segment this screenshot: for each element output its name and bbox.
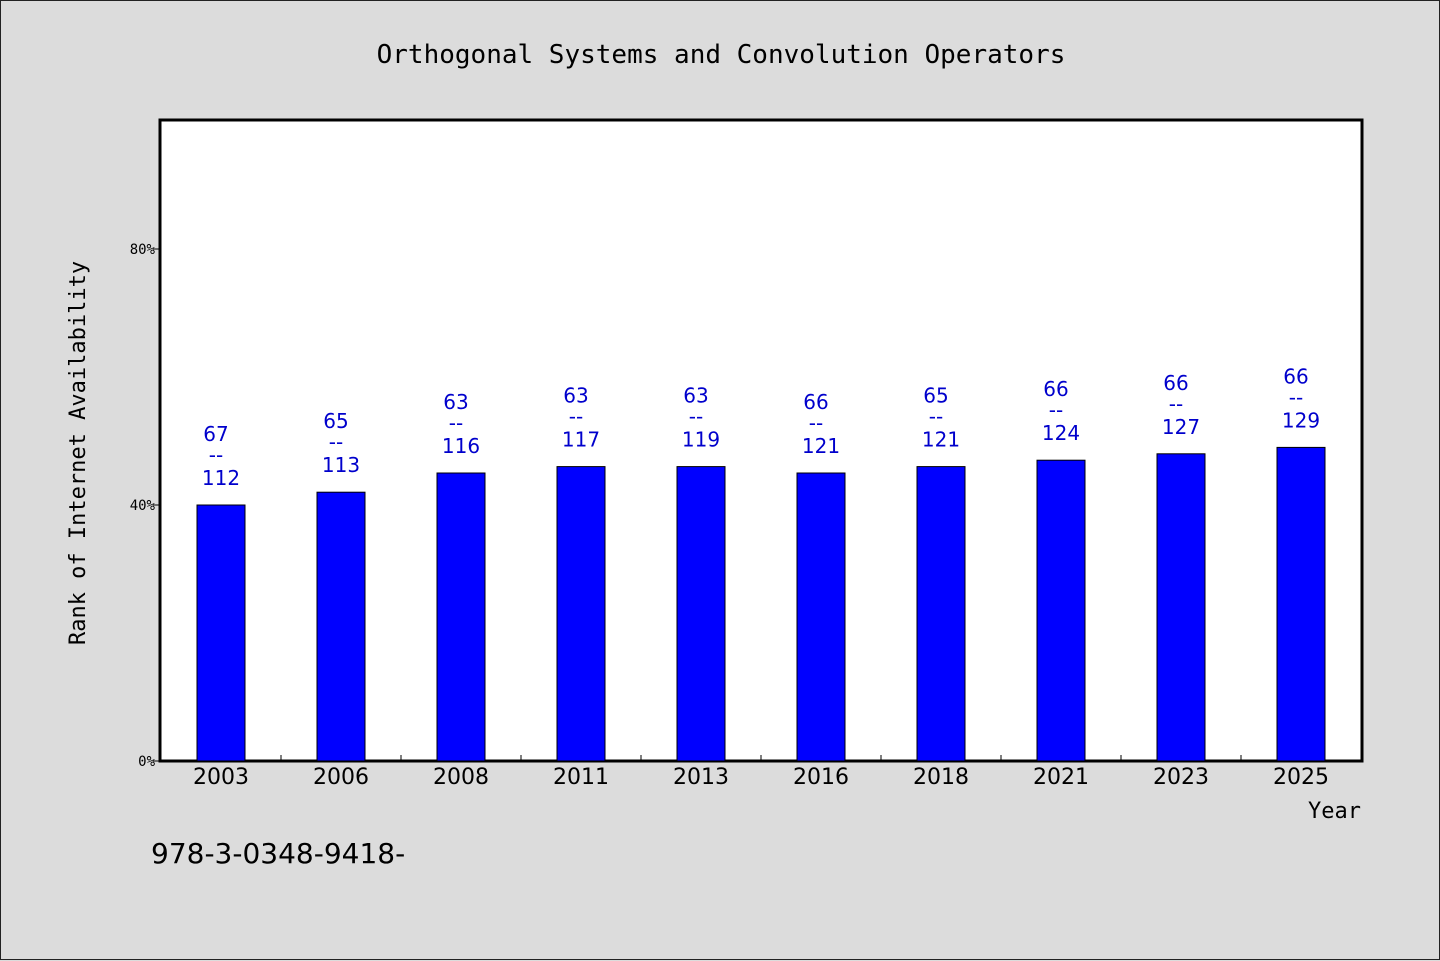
data-label-rank: 63 (443, 390, 468, 414)
data-label-rank: 63 (683, 384, 708, 408)
data-label-rank: 66 (1163, 371, 1188, 395)
data-label-total: 116 (442, 434, 480, 458)
data-label-total: 121 (802, 434, 840, 458)
data-label: 112--67 (202, 422, 240, 490)
data-label-sep: -- (569, 405, 583, 429)
data-label: 119--63 (682, 384, 720, 452)
y-tick-label: 40% (130, 498, 156, 514)
x-tick-label: 2023 (1153, 765, 1209, 790)
y-axis-title: Rank of Internet Availability (66, 261, 91, 645)
data-label-total: 117 (562, 428, 600, 452)
x-tick-label: 2013 (673, 765, 729, 790)
chart-title: Orthogonal Systems and Convolution Opera… (377, 40, 1066, 70)
data-label-total: 129 (1282, 408, 1320, 432)
data-label-total: 127 (1162, 415, 1200, 439)
data-labels: 112--67113--65116--63117--63119--63121--… (202, 364, 1320, 490)
data-label-total: 124 (1042, 421, 1080, 445)
x-tick-label: 2018 (913, 765, 969, 790)
bar (196, 504, 246, 762)
bar (316, 491, 366, 762)
data-label-sep: -- (329, 430, 343, 454)
data-label: 113--65 (322, 409, 360, 477)
data-label: 121--66 (802, 390, 840, 458)
x-axis: 2003 2006 2008 2011 2013 2016 2018 2021 2023 2025 (193, 755, 1329, 790)
data-label: 129--66 (1282, 364, 1320, 432)
data-label-rank: 65 (923, 384, 948, 408)
data-label: 127--66 (1162, 371, 1200, 439)
bar (796, 472, 846, 762)
data-label-rank: 66 (1283, 364, 1308, 388)
data-label-rank: 63 (563, 384, 588, 408)
bar (1276, 446, 1326, 762)
data-label-sep: -- (209, 443, 223, 467)
y-axis: 0% 40% 80% (130, 242, 161, 770)
data-label-sep: -- (929, 405, 943, 429)
bar-series (196, 446, 1326, 762)
data-label: 116--63 (442, 390, 480, 458)
data-label-rank: 67 (203, 422, 228, 446)
bar (1156, 453, 1206, 762)
data-label-sep: -- (1169, 392, 1183, 416)
x-tick-label: 2011 (553, 765, 609, 790)
data-label-sep: -- (1049, 398, 1063, 422)
x-tick-label: 2021 (1033, 765, 1089, 790)
x-tick-label: 2016 (793, 765, 849, 790)
data-label: 117--63 (562, 384, 600, 452)
y-tick-label: 80% (130, 242, 156, 258)
data-label-rank: 66 (1043, 377, 1068, 401)
data-label-sep: -- (689, 405, 703, 429)
isbn-text: 978-3-0348-9418- (151, 837, 405, 870)
data-label: 121--65 (922, 384, 960, 452)
data-label-rank: 66 (803, 390, 828, 414)
x-tick-label: 2003 (193, 765, 249, 790)
y-tick-label: 0% (138, 754, 155, 770)
bar (916, 466, 966, 762)
bar (1036, 459, 1086, 762)
data-label-total: 119 (682, 428, 720, 452)
data-label-sep: -- (1289, 385, 1303, 409)
data-label-rank: 65 (323, 409, 348, 433)
data-label-total: 121 (922, 428, 960, 452)
x-tick-label: 2025 (1273, 765, 1329, 790)
x-axis-title: Year (1308, 799, 1361, 824)
bar (556, 466, 606, 762)
data-label: 124--66 (1042, 377, 1080, 445)
data-label-sep: -- (449, 411, 463, 435)
x-tick-label: 2006 (313, 765, 369, 790)
data-label-total: 113 (322, 453, 360, 477)
data-label-total: 112 (202, 466, 240, 490)
bar (676, 466, 726, 762)
x-tick-label: 2008 (433, 765, 489, 790)
data-label-sep: -- (809, 411, 823, 435)
bar (436, 472, 486, 762)
